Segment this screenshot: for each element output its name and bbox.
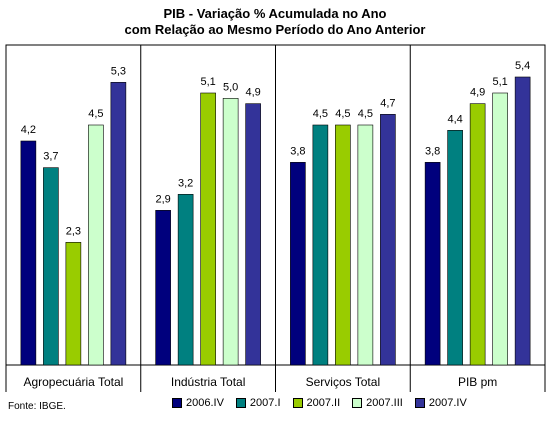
data-label: 3,8 — [290, 145, 305, 157]
data-label: 5,0 — [223, 81, 238, 93]
legend-swatch — [352, 398, 363, 408]
legend-item: 2007.II — [292, 397, 341, 409]
bar — [65, 242, 82, 366]
legend-item: 2006.IV — [172, 397, 224, 409]
bar — [20, 140, 37, 366]
legend-swatch — [172, 398, 182, 408]
bar — [88, 124, 104, 366]
data-label: 4,7 — [380, 97, 395, 109]
category-label: PIB pm — [458, 375, 497, 389]
bar — [424, 162, 441, 366]
data-label: 5,1 — [200, 76, 215, 88]
data-label: 3,7 — [43, 151, 58, 163]
data-label: 5,1 — [492, 76, 507, 88]
bar — [155, 210, 171, 366]
data-label: 3,2 — [178, 177, 193, 189]
data-label: 4,5 — [358, 108, 373, 120]
chart-title-line-2: com Relação ao Mesmo Período do Ano Ante… — [124, 22, 426, 37]
legend-label: 2007.IV — [428, 397, 467, 409]
chart-title-line-1: PIB - Variação % Acumulada no Ano — [163, 6, 387, 21]
legend-item: 2007.III — [352, 397, 403, 409]
data-label: 3,8 — [425, 145, 440, 157]
bar — [290, 162, 306, 366]
data-label: 4,9 — [245, 87, 260, 99]
legend-swatch — [414, 398, 425, 408]
data-label: 4,4 — [447, 113, 462, 125]
legend-swatch — [292, 398, 303, 408]
data-label: 4,9 — [470, 87, 485, 99]
bar — [177, 194, 194, 366]
bar — [200, 92, 216, 366]
bar — [110, 82, 127, 366]
bar — [222, 98, 239, 366]
legend-label: 2006.IV — [186, 397, 224, 409]
bar — [447, 130, 463, 366]
legend: 2006.IV 2007.I 2007.II 2007.III 2007.IV — [172, 397, 467, 409]
bar — [43, 167, 59, 366]
data-label: 4,2 — [21, 124, 36, 136]
bar — [357, 124, 374, 366]
bar — [312, 124, 329, 366]
chart-title: PIB - Variação % Acumulada no Ano com Re… — [0, 6, 550, 38]
legend-label: 2007.III — [366, 397, 403, 409]
legend-label: 2007.I — [249, 397, 281, 409]
bar — [492, 92, 508, 366]
legend-label: 2007.II — [306, 397, 341, 409]
data-label: 2,9 — [155, 193, 170, 205]
category-label: Agropecuária Total — [23, 375, 123, 389]
bar — [469, 103, 486, 366]
legend-item: 2007.IV — [414, 397, 467, 409]
bar — [380, 114, 396, 366]
bar — [335, 124, 351, 366]
category-label: Serviços Total — [306, 375, 380, 389]
data-label: 4,5 — [313, 108, 328, 120]
data-label: 5,4 — [515, 60, 530, 72]
bar — [245, 103, 261, 366]
data-label: 4,5 — [88, 108, 103, 120]
legend-swatch — [235, 398, 246, 408]
data-label: 5,3 — [111, 65, 126, 77]
category-label: Indústria Total — [171, 375, 246, 389]
source-note: Fonte: IBGE. — [8, 401, 66, 412]
data-label: 2,3 — [66, 225, 81, 237]
data-label: 4,5 — [335, 108, 350, 120]
legend-item: 2007.I — [235, 397, 281, 409]
bar — [514, 76, 531, 366]
